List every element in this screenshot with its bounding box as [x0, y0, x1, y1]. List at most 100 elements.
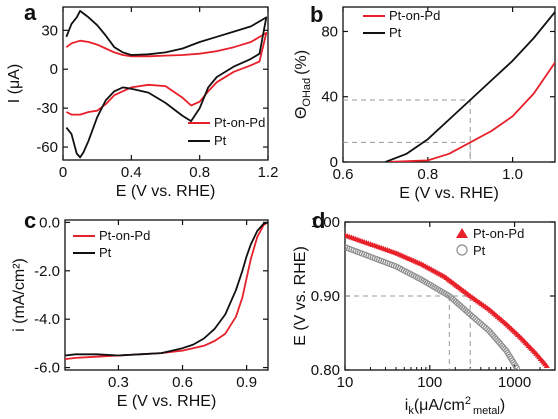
y-axis-label: i (mA/cm²) — [11, 258, 28, 332]
legend-label: Pt-on-Pd — [99, 228, 150, 243]
x-tick-label: 1.0 — [502, 166, 523, 183]
panel-a: 0 0.4 0.8 1.2 -60 -30 0 30a E (V vs. RHE) I (μA) P… — [6, 0, 278, 200]
x-tick-label: 0.9 — [236, 374, 257, 391]
series-line-pt — [65, 10, 268, 159]
series-line-pt-on-pd — [385, 61, 555, 162]
data-point-circle — [462, 307, 469, 314]
series-line-pt — [65, 221, 268, 357]
y-tick-label: -4.0 — [34, 311, 60, 328]
x-tick-label: 0.4 — [121, 164, 142, 181]
data-point-circle — [449, 295, 456, 302]
data-point-circle — [484, 326, 491, 333]
panel-d: 10 100 1000 0.80 0.90 1.00d ik(μA/cm2metal) E (… — [292, 208, 556, 417]
y-tick-label: -2.0 — [34, 263, 60, 280]
data-point-circle — [513, 365, 520, 370]
panel-b: 0.6 0.8 1.0 0 40 80b E (V vs. RHE) ΘOHad (%) Pt-o… — [293, 2, 556, 202]
panel-label: a — [24, 0, 37, 25]
y-axis-label: E (V vs. RHE) — [292, 246, 309, 346]
series-group — [345, 232, 550, 370]
y-tick-label: 0.90 — [311, 288, 340, 305]
x-axis-label-part: ) — [500, 397, 505, 414]
data-point-circle — [452, 298, 459, 305]
y-tick-label: -6.0 — [34, 360, 60, 377]
series-group — [385, 11, 555, 162]
data-point-circle — [459, 304, 466, 311]
plot-frame — [342, 6, 556, 163]
legend-label: Pt — [389, 25, 402, 40]
legend-label: Pt-on-Pd — [214, 115, 265, 130]
y-tick-label: 30 — [41, 22, 58, 39]
x-tick-label: 10 — [337, 374, 354, 391]
data-point-circle — [482, 324, 489, 331]
y-tick-label: 40 — [321, 89, 338, 106]
y-axis-label: ΘOHad (%) — [293, 50, 313, 119]
y-tick-label: 0.0 — [39, 214, 60, 231]
y-axis-label-part: Θ — [293, 107, 310, 119]
data-point-circle — [455, 301, 463, 308]
x-axis-label: E (V vs. RHE) — [116, 183, 216, 200]
x-tick-label: 100 — [417, 374, 442, 391]
x-tick-label: 0.6 — [172, 374, 193, 391]
x-axis-label-part: metal — [473, 405, 500, 417]
y-tick-label: -60 — [36, 139, 58, 156]
x-axis-label-part: i — [405, 397, 409, 414]
x-tick-label: 0.8 — [417, 166, 438, 183]
data-point-circle — [475, 318, 482, 325]
x-tick-label: 0.8 — [189, 164, 210, 181]
data-point-circle — [457, 302, 464, 310]
data-point-circle — [472, 315, 479, 322]
panel-label: b — [310, 2, 323, 27]
plot-frame — [64, 219, 269, 371]
data-point-circle — [467, 311, 474, 318]
legend-label: Pt — [214, 133, 227, 148]
y-tick-label: 0 — [50, 61, 58, 78]
x-axis-label: ik(μA/cm2metal) — [405, 395, 505, 417]
legend-label: Pt — [99, 245, 112, 260]
panel-label: d — [312, 208, 325, 233]
y-tick-label: -30 — [36, 100, 58, 117]
legend-marker-triangle — [456, 228, 468, 238]
data-point-circle — [468, 312, 475, 320]
data-point-circle — [454, 300, 461, 307]
x-tick-label: 1000 — [498, 374, 531, 391]
data-point-circle — [470, 314, 477, 321]
data-point-circle — [451, 297, 458, 304]
x-axis-label: E (V vs. RHE) — [399, 185, 499, 202]
panel-label: c — [24, 208, 36, 233]
y-tick-label: 1.00 — [311, 214, 340, 231]
series-group — [65, 10, 268, 159]
legend-marker-circle — [456, 244, 468, 256]
x-axis-label: E (V vs. RHE) — [117, 393, 217, 410]
legend-label: Pt-on-Pd — [389, 8, 440, 23]
x-axis-label-part: k — [408, 405, 414, 417]
data-point-circle — [463, 308, 471, 315]
series-line-pt-on-pd — [65, 32, 268, 116]
y-tick-label: 0 — [330, 154, 338, 171]
legend-label: Pt — [473, 243, 486, 258]
data-point-circle — [480, 323, 487, 330]
y-axis-label-part: (%) — [293, 50, 310, 75]
series-line-pt-on-pd — [65, 221, 268, 360]
data-point-circle — [460, 305, 467, 312]
series-line-pt — [385, 11, 555, 162]
data-point-circle — [474, 317, 481, 324]
x-axis-label-part: 2 — [465, 395, 471, 407]
x-tick-label: 0 — [59, 164, 67, 181]
x-tick-label: 0.3 — [108, 374, 129, 391]
data-point-circle — [465, 310, 472, 317]
panel-c: 0.3 0.6 0.9 -6.0 -4.0 -2.0 0.0c E (V vs. RHE) i … — [11, 208, 269, 410]
x-tick-label: 1.2 — [258, 164, 279, 181]
data-point-triangle — [543, 363, 550, 369]
series-group — [65, 221, 268, 360]
y-tick-label: 0.80 — [311, 362, 340, 379]
legend-label: Pt-on-Pd — [473, 226, 524, 241]
plot-frame — [62, 6, 269, 161]
x-tick-label: 0.6 — [333, 166, 354, 183]
y-axis-label-part: OHad — [301, 78, 313, 107]
x-axis-label-part: (μA/cm — [414, 397, 465, 414]
y-axis-label: I (μA) — [6, 64, 23, 103]
data-point-circle — [479, 321, 486, 328]
data-point-circle — [477, 320, 484, 327]
y-tick-label: 80 — [321, 23, 338, 40]
